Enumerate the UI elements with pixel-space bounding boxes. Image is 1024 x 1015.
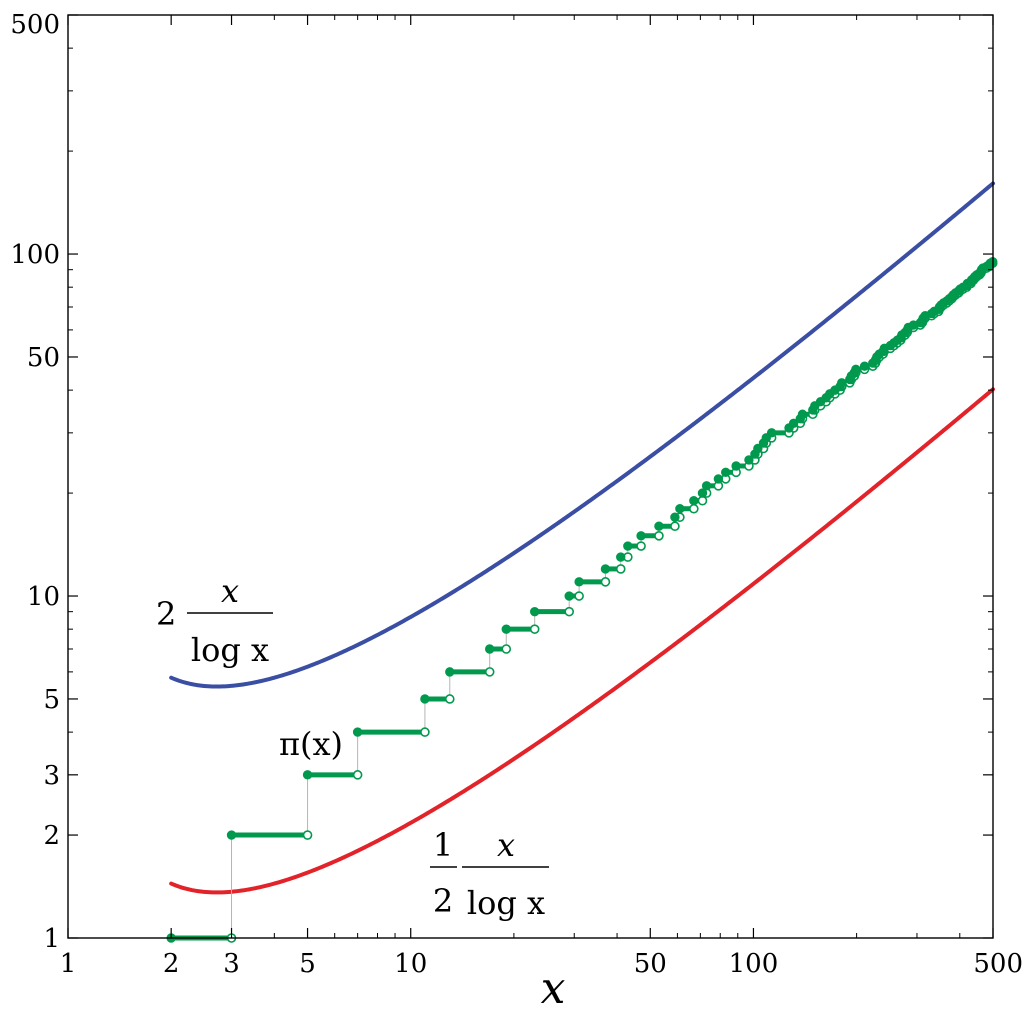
- pi-open-point: [636, 541, 646, 551]
- lower-label-prefix-numerator: 1: [433, 826, 453, 864]
- pi-closed-point: [701, 481, 712, 491]
- pi-closed-point: [766, 428, 777, 438]
- pi-closed-point: [654, 521, 664, 531]
- lower-label-prefix-denominator: 2: [433, 882, 453, 920]
- pi-closed-point: [670, 512, 680, 522]
- ticks-layer: 1 2 3 5 10 50 100 500 1 2 3 5 10 50 100 500: [10, 10, 1023, 979]
- y-tick-label: 100: [10, 240, 60, 270]
- pi-open-point: [420, 727, 430, 737]
- pi-closed-point: [721, 467, 731, 478]
- y-tick-label: 10: [27, 582, 60, 612]
- pi-closed-point: [600, 564, 611, 574]
- pi-open-point: [529, 624, 540, 634]
- upper-label-prefix: 2: [156, 595, 176, 633]
- pi-open-point: [689, 503, 699, 514]
- y-tick-label: 500: [10, 10, 60, 40]
- pi-closed-point: [302, 770, 313, 780]
- y-tick-label: 1: [43, 924, 60, 954]
- pi-open-point: [501, 644, 512, 654]
- pi-closed-point: [352, 727, 363, 737]
- pi-closed-point: [226, 830, 237, 840]
- pi-closed-point: [574, 577, 584, 587]
- pi-closed-point: [501, 624, 511, 634]
- pi-closed-point: [616, 552, 626, 562]
- pi-closed-point: [485, 644, 495, 654]
- plot-frame: [67, 14, 994, 939]
- x-tick-label: 3: [223, 949, 240, 979]
- pi-open-point: [654, 530, 664, 541]
- pi-closed-point: [731, 461, 741, 471]
- pi-closed-point: [623, 541, 633, 551]
- y-tick-label: 2: [43, 821, 60, 851]
- pi-closed-point: [697, 488, 708, 498]
- pi-closed-point: [859, 361, 870, 371]
- pi-closed-point: [837, 378, 847, 388]
- upper-label-denominator: log x: [191, 631, 269, 669]
- pi-closed-point: [564, 591, 574, 601]
- x-tick-label: 5: [299, 949, 316, 979]
- pi-closed-point: [851, 364, 861, 375]
- pi-closed-point: [797, 409, 808, 419]
- lower-bound-curve: [169, 387, 995, 895]
- y-tick-label: 3: [43, 761, 60, 791]
- pi-open-point: [697, 495, 708, 506]
- pi-closed-point: [636, 531, 646, 541]
- pi-open-point: [444, 694, 455, 704]
- y-tick-label: 50: [27, 343, 60, 373]
- pi-label: π(x): [279, 725, 343, 763]
- pi-open-point: [352, 770, 363, 780]
- curves-layer: [169, 181, 995, 895]
- pi-open-point: [615, 564, 626, 574]
- pi-closed-point: [445, 667, 455, 677]
- x-tick-label: 500: [973, 949, 1023, 979]
- upper-label-numerator: x: [221, 572, 239, 610]
- x-tick-label: 100: [729, 949, 779, 979]
- pi-closed-point: [689, 495, 699, 506]
- pi-closed-point: [675, 504, 685, 514]
- pi-open-point: [484, 667, 495, 677]
- lower-label-numerator: x: [497, 826, 515, 864]
- pi-open-point: [670, 521, 680, 532]
- pi-open-point: [302, 830, 313, 840]
- pi-closed-point: [753, 443, 763, 454]
- upper-bound-curve: [169, 181, 995, 689]
- pi-open-point: [600, 577, 611, 587]
- pi-closed-point: [788, 418, 799, 428]
- pi-closed-point: [744, 455, 754, 465]
- pi-open-point: [574, 591, 584, 601]
- x-tick-label: 50: [634, 949, 667, 979]
- x-tick-label: 2: [163, 949, 180, 979]
- y-tick-label: 5: [43, 685, 60, 715]
- upper-bound-label: 2 x log x: [156, 572, 273, 669]
- pi-steps-layer: [166, 256, 998, 943]
- x-axis-label: x: [541, 963, 566, 1014]
- pi-closed-point: [713, 474, 724, 484]
- pi-open-point: [564, 606, 574, 617]
- pi-closed-point: [420, 694, 430, 704]
- lower-label-denominator: log x: [467, 884, 545, 922]
- x-tick-label: 10: [394, 949, 427, 979]
- pi-closed-point: [529, 606, 540, 617]
- lower-bound-label: 1 2 x log x: [430, 826, 549, 922]
- x-tick-label: 1: [60, 949, 77, 979]
